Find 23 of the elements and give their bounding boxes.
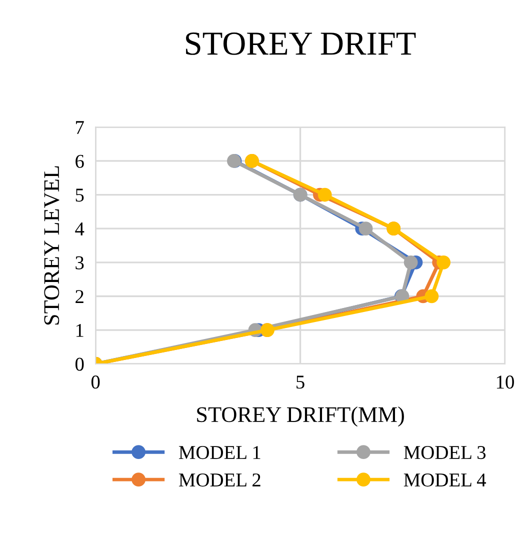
y-tick-label: 0	[75, 358, 84, 371]
point	[436, 255, 451, 270]
x-tick-label: 5	[296, 376, 304, 389]
y-tick-label: 5	[76, 188, 84, 202]
point	[318, 188, 332, 202]
legend-label: MODEL 4	[404, 474, 486, 487]
chart-title: STOREY DRIFT	[186, 32, 416, 55]
y-tick-label: 3	[76, 256, 84, 270]
point	[404, 255, 418, 270]
y-tick-label: 1	[76, 324, 84, 337]
y-tick-label: 6	[76, 154, 84, 168]
x-axis-title: STOREY DRIFT(MM)	[197, 406, 404, 427]
point	[358, 222, 373, 236]
y-tick-label: 7	[76, 121, 84, 134]
x-tick-label: 0	[91, 376, 100, 389]
y-axis-title: STOREY LEVEL	[44, 166, 60, 325]
legend-label: MODEL 1	[178, 446, 260, 460]
x-tick-label: 10	[496, 376, 514, 389]
y-tick-label: 4	[75, 222, 84, 236]
legend-label: MODEL 2	[178, 474, 260, 487]
point	[424, 289, 439, 304]
y-tick-label: 2	[76, 290, 84, 303]
legend-label: MODEL 3	[404, 446, 486, 460]
